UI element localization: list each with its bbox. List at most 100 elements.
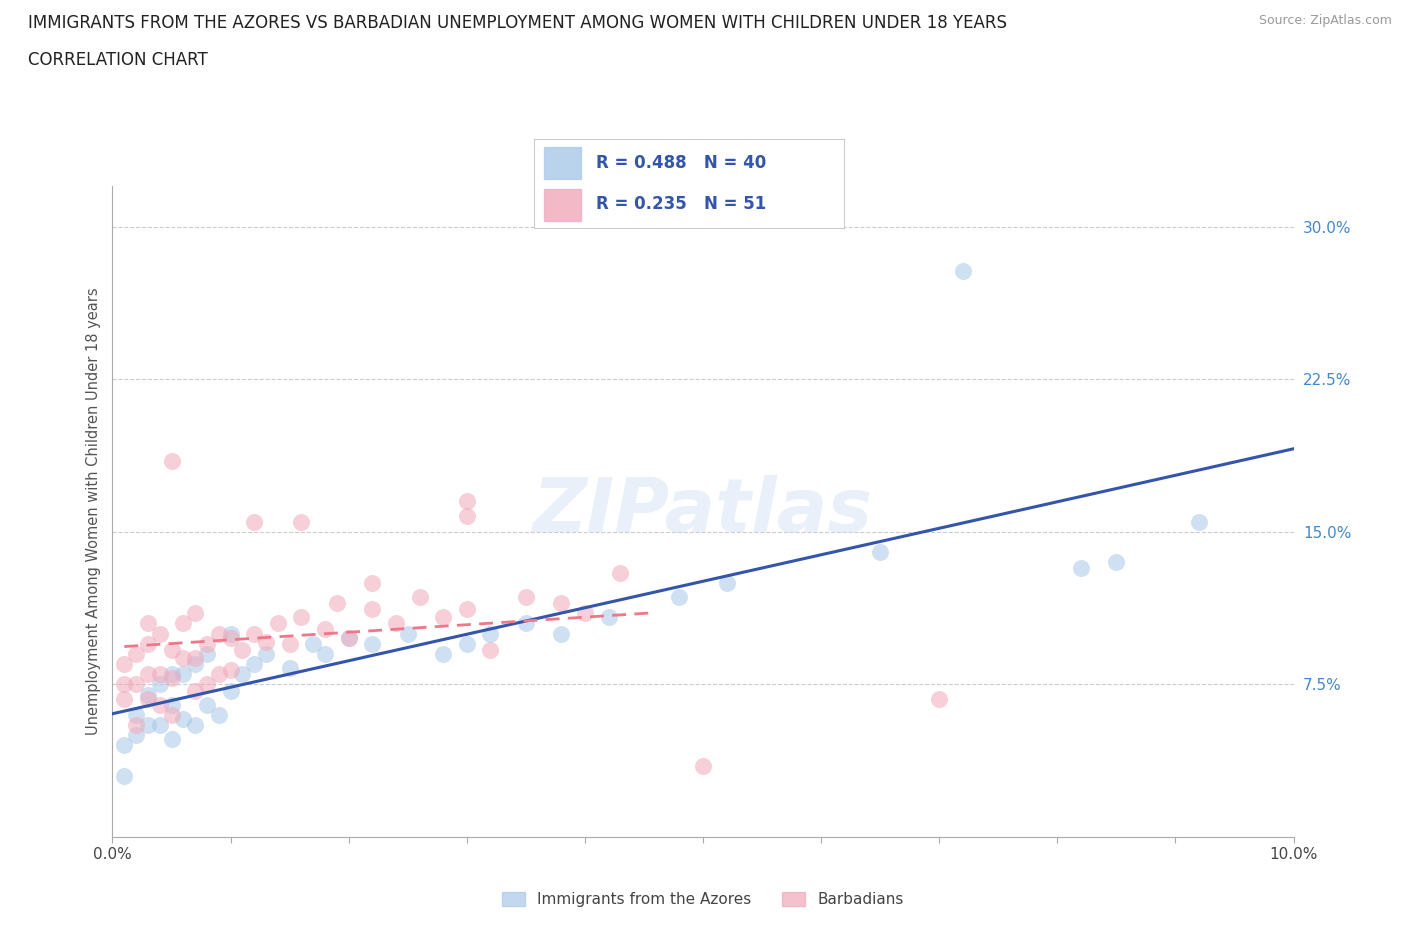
Legend: Immigrants from the Azores, Barbadians: Immigrants from the Azores, Barbadians: [502, 893, 904, 908]
Point: [136, 687, 159, 702]
Point: [290, 514, 312, 529]
Point: [136, 667, 159, 682]
Point: [172, 651, 194, 666]
Point: [160, 671, 183, 685]
Point: [243, 657, 266, 671]
Point: [149, 718, 172, 733]
Point: [432, 646, 454, 661]
Point: [326, 595, 349, 610]
Point: [290, 610, 312, 625]
Text: Source: ZipAtlas.com: Source: ZipAtlas.com: [1258, 14, 1392, 27]
Point: [172, 711, 194, 726]
Point: [869, 545, 891, 560]
Point: [184, 651, 207, 666]
Point: [184, 718, 207, 733]
Text: R = 0.488   N = 40: R = 0.488 N = 40: [596, 153, 766, 172]
Point: [361, 602, 384, 617]
Point: [254, 634, 277, 649]
Point: [219, 683, 242, 698]
Point: [598, 610, 620, 625]
Point: [160, 643, 183, 658]
Point: [136, 616, 159, 631]
Point: [337, 631, 360, 645]
Point: [219, 631, 242, 645]
Point: [112, 677, 135, 692]
Point: [337, 631, 360, 645]
Point: [208, 667, 231, 682]
Point: [125, 646, 148, 661]
Point: [125, 718, 148, 733]
Point: [515, 590, 537, 604]
Point: [668, 590, 690, 604]
FancyBboxPatch shape: [544, 148, 581, 179]
Point: [136, 636, 159, 651]
Point: [112, 691, 135, 706]
Text: IMMIGRANTS FROM THE AZORES VS BARBADIAN UNEMPLOYMENT AMONG WOMEN WITH CHILDREN U: IMMIGRANTS FROM THE AZORES VS BARBADIAN …: [28, 14, 1007, 32]
Point: [254, 646, 277, 661]
Text: R = 0.235   N = 51: R = 0.235 N = 51: [596, 195, 766, 214]
Point: [479, 626, 502, 641]
Point: [112, 768, 135, 783]
Point: [195, 677, 218, 692]
Point: [278, 660, 301, 675]
Point: [184, 605, 207, 620]
Point: [160, 453, 183, 468]
Point: [396, 626, 419, 641]
Point: [1188, 514, 1211, 529]
Point: [479, 643, 502, 658]
Point: [928, 691, 950, 706]
Point: [692, 758, 714, 773]
Point: [219, 663, 242, 678]
Point: [456, 602, 478, 617]
Point: [243, 626, 266, 641]
Point: [243, 514, 266, 529]
Point: [231, 667, 253, 682]
Point: [172, 667, 194, 682]
Point: [550, 626, 572, 641]
Point: [314, 622, 336, 637]
Point: [160, 708, 183, 723]
Point: [385, 616, 408, 631]
Point: [125, 728, 148, 743]
Point: [456, 494, 478, 509]
Point: [149, 667, 172, 682]
Point: [160, 732, 183, 747]
Point: [302, 636, 325, 651]
Point: [716, 576, 738, 591]
Y-axis label: Unemployment Among Women with Children Under 18 years: Unemployment Among Women with Children U…: [86, 287, 101, 736]
Point: [267, 616, 290, 631]
Point: [550, 595, 572, 610]
Point: [112, 738, 135, 753]
Point: [574, 605, 596, 620]
Point: [195, 646, 218, 661]
Point: [231, 643, 253, 658]
Point: [456, 508, 478, 523]
FancyBboxPatch shape: [544, 189, 581, 220]
Point: [361, 636, 384, 651]
Point: [184, 683, 207, 698]
Point: [219, 626, 242, 641]
Point: [314, 646, 336, 661]
Point: [1105, 555, 1128, 570]
Point: [432, 610, 454, 625]
Point: [160, 667, 183, 682]
Point: [172, 616, 194, 631]
Point: [149, 677, 172, 692]
Point: [160, 698, 183, 712]
Point: [609, 565, 631, 580]
Point: [408, 590, 430, 604]
Point: [208, 708, 231, 723]
Point: [456, 636, 478, 651]
Point: [149, 698, 172, 712]
Point: [112, 657, 135, 671]
Point: [278, 636, 301, 651]
Point: [149, 626, 172, 641]
Point: [184, 657, 207, 671]
Point: [136, 718, 159, 733]
Point: [195, 698, 218, 712]
Point: [952, 264, 974, 279]
Point: [136, 691, 159, 706]
Text: ZIPatlas: ZIPatlas: [533, 475, 873, 548]
Point: [208, 626, 231, 641]
Point: [195, 636, 218, 651]
